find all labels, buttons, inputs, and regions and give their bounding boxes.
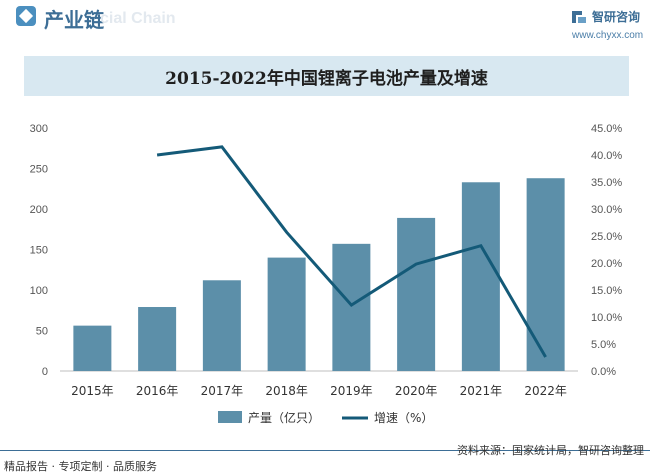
line-growth-rate — [156, 145, 547, 358]
logo-icon — [572, 10, 586, 23]
y-left-tick-label: 0 — [42, 366, 48, 378]
x-tick-label: 2019年 — [330, 384, 373, 398]
y-right-tick-label: 35.0% — [591, 177, 622, 189]
logo-url: www.chyxx.com — [572, 30, 644, 41]
y-right-tick-label: 5.0% — [591, 339, 616, 351]
legend-label-growth: 增速（%） — [374, 411, 433, 425]
bar-production — [138, 307, 177, 371]
legend-swatch-production — [218, 411, 242, 423]
header: 产业链 cial Chain 智研咨询 www.chyxx.com — [0, 0, 650, 41]
x-tick-label: 2022年 — [524, 384, 567, 398]
bar-production — [267, 257, 306, 371]
bar-production — [461, 182, 500, 371]
bar-production — [73, 325, 112, 371]
y-left-tick-label: 300 — [30, 123, 48, 135]
y-right-tick-label: 10.0% — [591, 312, 622, 324]
x-tick-label: 2021年 — [460, 384, 503, 398]
y-left-tick-label: 150 — [30, 245, 48, 257]
logo-text: 智研咨询 — [592, 10, 641, 24]
y-right-tick-label: 40.0% — [591, 150, 622, 162]
bar-production — [332, 243, 371, 371]
footer-slogan: 精品报告 · 专项定制 · 品质服务 — [4, 460, 157, 473]
y-right-tick-label: 0.0% — [591, 366, 616, 378]
y-left-tick-label: 200 — [30, 204, 48, 216]
y-right-tick-label: 30.0% — [591, 204, 622, 216]
y-left-tick-label: 50 — [36, 326, 48, 338]
x-tick-label: 2015年 — [71, 384, 114, 398]
chart: 0 50 100 150 200 250 300 0.0% 5.0% 10.0% 15.0% 20.0… — [30, 123, 623, 425]
chart-title: 2015-2022年中国锂离子电池产量及增速 — [165, 68, 488, 89]
bar-production — [202, 280, 241, 371]
footer-divider — [0, 450, 650, 451]
y-left-tick-label: 250 — [30, 164, 48, 176]
brand-logo: 智研咨询 — [570, 8, 640, 25]
chart-title-band: 2015-2022年中国锂离子电池产量及增速 — [24, 56, 629, 96]
section-title: 产业链 — [44, 8, 104, 32]
section-icon — [16, 6, 36, 26]
bar-production — [526, 178, 565, 371]
y-right-tick-label: 15.0% — [591, 285, 622, 297]
footer-source: 资料来源：国家统计局，智研咨询整理 — [457, 444, 644, 457]
x-tick-label: 2017年 — [201, 384, 244, 398]
x-tick-label: 2018年 — [265, 384, 308, 398]
legend-label-production: 产量（亿只） — [248, 410, 320, 425]
x-tick-label: 2016年 — [136, 384, 179, 398]
section-title-watermark: cial Chain — [100, 10, 176, 27]
y-right-tick-label: 25.0% — [591, 231, 622, 243]
y-left-tick-label: 100 — [30, 285, 48, 297]
x-tick-label: 2020年 — [395, 384, 438, 398]
y-right-tick-label: 20.0% — [591, 258, 622, 270]
bar-production — [397, 217, 436, 371]
y-right-tick-label: 45.0% — [591, 123, 622, 135]
